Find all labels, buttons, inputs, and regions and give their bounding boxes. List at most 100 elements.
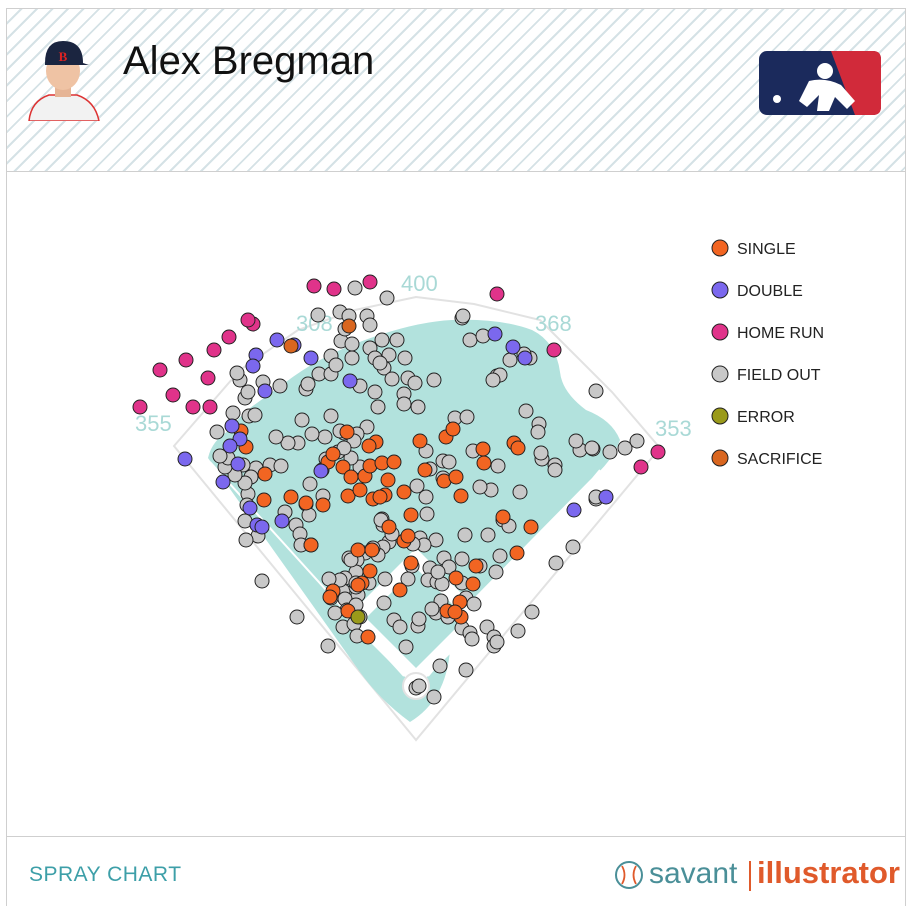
- point-double: [254, 519, 270, 535]
- point-field-out: [455, 308, 471, 324]
- point-single: [445, 421, 461, 437]
- point-double: [257, 383, 273, 399]
- point-field-out: [407, 375, 423, 391]
- point-field-out: [568, 433, 584, 449]
- point-field-out: [629, 433, 645, 449]
- point-home-run: [165, 387, 181, 403]
- point-single: [335, 459, 351, 475]
- point-field-out: [530, 424, 546, 440]
- point-single: [350, 577, 366, 593]
- legend-label-home-run: HOME RUN: [737, 325, 824, 342]
- point-field-out: [344, 350, 360, 366]
- legend-swatch-error: [711, 407, 729, 425]
- point-field-out: [273, 458, 289, 474]
- point-field-out: [212, 448, 228, 464]
- point-double: [487, 326, 503, 342]
- point-field-out: [510, 623, 526, 639]
- point-field-out: [302, 476, 318, 492]
- point-field-out: [459, 409, 475, 425]
- point-single: [350, 542, 366, 558]
- point-double: [222, 438, 238, 454]
- point-field-out: [377, 571, 393, 587]
- point-field-out: [432, 658, 448, 674]
- point-double: [313, 463, 329, 479]
- brand-divider: [749, 861, 751, 891]
- point-field-out: [392, 619, 408, 635]
- point-single: [372, 489, 388, 505]
- point-single: [400, 528, 416, 544]
- point-sacrifice: [341, 318, 357, 334]
- point-field-out: [565, 539, 581, 555]
- legend-swatch-double: [711, 281, 729, 299]
- point-double: [224, 418, 240, 434]
- point-field-out: [240, 384, 256, 400]
- point-field-out: [328, 357, 344, 373]
- point-double: [598, 489, 614, 505]
- point-single: [256, 492, 272, 508]
- point-field-out: [254, 573, 270, 589]
- point-double: [566, 502, 582, 518]
- point-field-out: [462, 332, 478, 348]
- legend-swatch-field-out: [711, 365, 729, 383]
- legend-swatch-home-run: [711, 323, 729, 341]
- brand-savant-text: savant: [649, 857, 738, 890]
- point-field-out: [384, 371, 400, 387]
- point-single: [468, 558, 484, 574]
- svg-text:B: B: [59, 49, 68, 64]
- point-single: [340, 488, 356, 504]
- point-field-out: [602, 444, 618, 460]
- point-single: [523, 519, 539, 535]
- point-field-out: [492, 548, 508, 564]
- point-field-out: [367, 384, 383, 400]
- baseball-icon: [615, 861, 643, 889]
- point-field-out: [454, 551, 470, 567]
- point-home-run: [200, 370, 216, 386]
- point-field-out: [518, 403, 534, 419]
- point-field-out: [238, 532, 254, 548]
- point-double: [177, 451, 193, 467]
- distance-label-right-center: 368: [535, 311, 572, 336]
- point-field-out: [237, 475, 253, 491]
- point-field-out: [464, 631, 480, 647]
- point-field-out: [294, 412, 310, 428]
- point-double: [230, 456, 246, 472]
- point-home-run: [489, 286, 505, 302]
- point-single: [412, 433, 428, 449]
- point-single: [257, 466, 273, 482]
- point-field-out: [323, 408, 339, 424]
- legend-item-home-run: HOME RUN: [711, 323, 824, 342]
- point-single: [509, 545, 525, 561]
- point-field-out: [524, 604, 540, 620]
- spray-chart-card: B Alex Bregman SPRAY CHART savant illust…: [6, 8, 906, 906]
- savant-illustrator-brand: savant illustrator: [609, 855, 900, 893]
- point-single: [447, 604, 463, 620]
- point-field-out: [379, 290, 395, 306]
- point-field-out: [397, 350, 413, 366]
- point-field-out: [320, 638, 336, 654]
- point-field-out: [502, 352, 518, 368]
- point-field-out: [374, 332, 390, 348]
- point-field-out: [370, 399, 386, 415]
- foul-territory-outline: [172, 295, 662, 742]
- point-field-out: [247, 407, 263, 423]
- point-single: [339, 424, 355, 440]
- point-home-run: [221, 329, 237, 345]
- point-home-run: [152, 362, 168, 378]
- point-home-run: [132, 399, 148, 415]
- point-home-run: [240, 312, 256, 328]
- point-single: [510, 440, 526, 456]
- point-field-out: [472, 479, 488, 495]
- legend-label-single: SINGLE: [737, 241, 796, 258]
- point-home-run: [362, 274, 378, 290]
- legend-swatch-sacrifice: [711, 449, 729, 467]
- point-field-out: [280, 435, 296, 451]
- point-field-out: [426, 372, 442, 388]
- point-single: [362, 563, 378, 579]
- point-double: [269, 332, 285, 348]
- point-double: [342, 373, 358, 389]
- point-field-out: [489, 634, 505, 650]
- point-field-out: [548, 555, 564, 571]
- point-single: [298, 495, 314, 511]
- point-single: [361, 438, 377, 454]
- point-field-out: [424, 601, 440, 617]
